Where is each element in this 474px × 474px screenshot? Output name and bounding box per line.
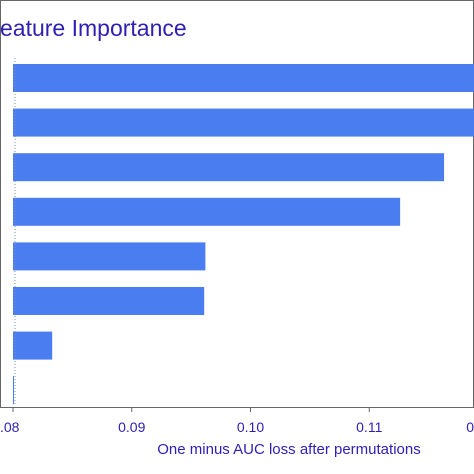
bar-8	[13, 376, 14, 405]
bar-4	[13, 197, 401, 226]
bar-1	[13, 64, 474, 92]
bar-5	[13, 242, 206, 271]
x-tick-label-5: 0	[466, 419, 474, 435]
bar-7	[13, 331, 53, 360]
bar-6	[13, 287, 205, 315]
bar-3	[13, 153, 445, 182]
chart-title: eature Importance	[0, 15, 187, 41]
x-tick-label-4: 0.11	[356, 419, 382, 435]
x-axis-title: One minus AUC loss after permutations	[157, 441, 420, 458]
bars-layer	[13, 64, 474, 405]
x-tick-label-1: .08	[0, 419, 20, 435]
x-tick-label-3: 0.10	[237, 419, 264, 435]
x-tick-label-2: 0.09	[118, 419, 145, 435]
x-tick-layer: .08 0.09 0.10 0.11 0	[0, 407, 474, 435]
bar-2	[13, 108, 474, 137]
